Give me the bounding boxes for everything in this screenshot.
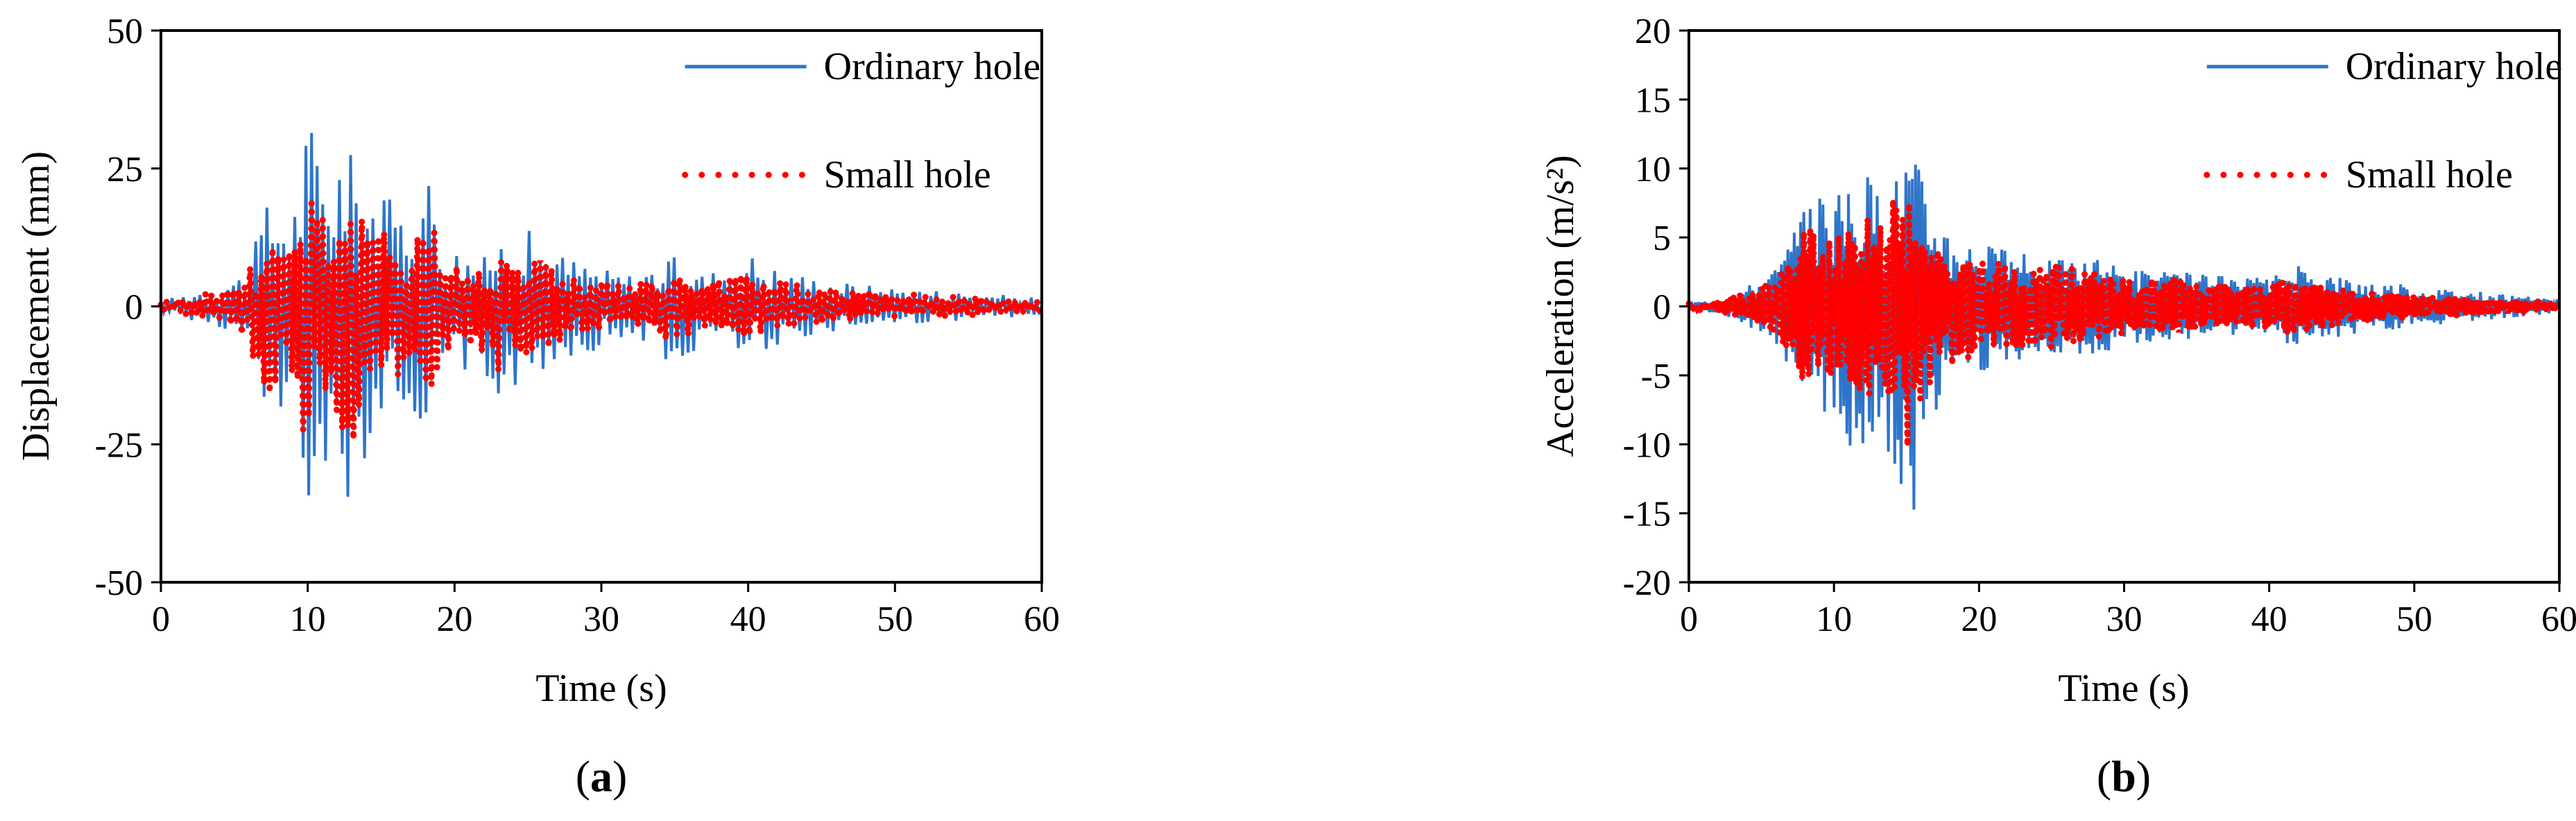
plot-area: [1685, 164, 2562, 510]
legend-label-ordinary-hole: Ordinary hole: [824, 45, 1041, 88]
y-tick-label: -5: [1641, 357, 1671, 396]
x-tick-label: 40: [730, 600, 766, 639]
y-tick-label: 10: [1635, 150, 1671, 189]
x-axis-title: Time (s): [535, 667, 667, 710]
x-tick-label: 0: [1680, 600, 1698, 639]
y-tick-label: -20: [1623, 564, 1671, 603]
y-tick-label: 20: [1635, 12, 1671, 51]
legend-label-small-hole: Small hole: [2346, 153, 2513, 196]
x-tick-label: 60: [1024, 600, 1060, 639]
y-tick-label: -50: [95, 564, 143, 603]
panel-label: (b): [2097, 752, 2151, 801]
x-axis-title: Time (s): [2058, 667, 2189, 710]
y-tick-label: 5: [1653, 219, 1671, 258]
y-tick-label: 15: [1635, 81, 1671, 120]
x-tick-label: 0: [152, 600, 170, 639]
y-tick-label: 50: [107, 12, 143, 51]
x-tick-label: 10: [1816, 600, 1852, 639]
x-tick-label: 50: [2396, 600, 2432, 639]
panel-label: (a): [576, 752, 628, 801]
y-tick-label: -25: [95, 425, 143, 465]
legend: Ordinary hole Small hole: [682, 45, 1041, 196]
x-tick-label: 50: [877, 600, 913, 639]
y-axis-title: Displacement (mm): [15, 151, 58, 461]
y-tick-label: 0: [125, 288, 143, 328]
x-tick-label: 10: [290, 600, 326, 639]
legend-label-ordinary-hole: Ordinary hole: [2346, 45, 2563, 88]
y-axis-title: Acceleration (m/s²): [1539, 155, 1582, 457]
y-tick-label: 25: [107, 150, 143, 189]
legend-label-small-hole: Small hole: [824, 153, 991, 196]
x-tick-label: 30: [583, 600, 619, 639]
x-tick-label: 20: [1961, 600, 1997, 639]
x-tick-label: 40: [2251, 600, 2287, 639]
x-tick-label: 20: [436, 600, 472, 639]
y-tick-label: -15: [1623, 495, 1671, 534]
y-tick-label: -10: [1623, 425, 1671, 465]
acceleration-chart: Time (s) Acceleration (m/s²) (b) Ordinar…: [1539, 12, 2576, 801]
plot-area: [157, 133, 1043, 497]
y-tick-label: 0: [1653, 288, 1671, 328]
legend: Ordinary hole Small hole: [2204, 45, 2563, 196]
series-line-small-hole: [1685, 199, 2562, 446]
displacement-chart: Time (s) Displacement (mm) (a) Ordinary …: [15, 12, 1060, 801]
x-tick-label: 30: [2106, 600, 2143, 639]
series-line-small-hole: [157, 203, 1043, 439]
x-tick-label: 60: [2541, 600, 2576, 639]
